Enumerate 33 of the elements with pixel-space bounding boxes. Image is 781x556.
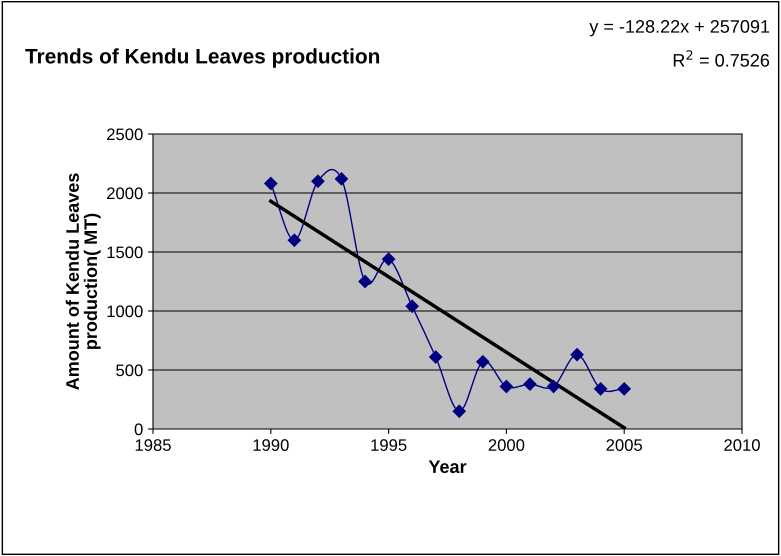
y-tick-label: 2500 <box>107 128 143 140</box>
point <box>334 172 348 186</box>
y-axis-title: Amount of Kendu Leaves production( MT) <box>66 173 101 390</box>
x-tick-label: 2000 <box>488 439 524 451</box>
point <box>358 274 372 288</box>
point <box>382 252 396 266</box>
x-tick-label: 1995 <box>371 439 406 451</box>
point <box>406 300 419 313</box>
point <box>570 348 584 362</box>
x-tick-label: 1985 <box>136 439 171 451</box>
x-axis-title: Year <box>428 460 466 474</box>
y-tick-label: 1500 <box>107 246 143 258</box>
point <box>452 404 466 418</box>
x-tick-label: 2005 <box>606 439 642 451</box>
point <box>618 382 631 396</box>
point <box>311 174 325 188</box>
point <box>594 382 608 396</box>
point <box>264 176 278 190</box>
chart-title: Trends of Kendu Leaves production <box>25 48 380 68</box>
point <box>476 355 490 368</box>
y-tick-label: 500 <box>116 364 143 376</box>
point <box>429 350 442 364</box>
point <box>546 380 560 394</box>
y-tick-label: 2000 <box>107 187 143 200</box>
y-tick-label: 0 <box>134 423 143 436</box>
text: y = -128.22x + 257091 <box>589 20 770 36</box>
point <box>523 378 537 391</box>
x-tick-label: 2010 <box>724 439 760 451</box>
point <box>288 234 301 247</box>
y-tick-label: 1000 <box>107 305 143 318</box>
point <box>500 380 513 394</box>
text: R$^{2}$ = 0.7526 <box>674 50 770 67</box>
x-tick-label: 1990 <box>254 439 289 451</box>
